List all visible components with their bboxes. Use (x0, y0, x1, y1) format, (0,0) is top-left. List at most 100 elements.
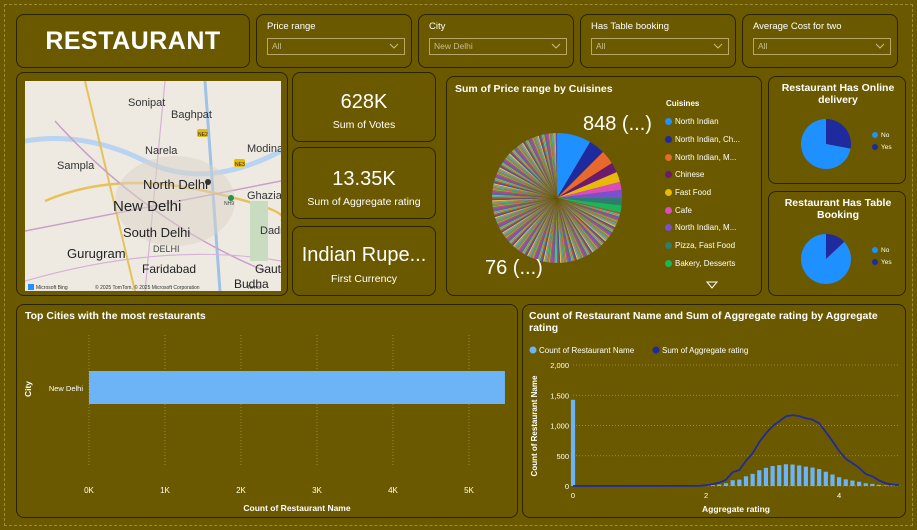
y-tick-label: 1,000 (550, 422, 569, 431)
legend-marker-icon (872, 144, 878, 150)
legend-scroll-down-icon[interactable] (705, 280, 719, 290)
legend-item[interactable]: Bakery, Desserts (665, 255, 761, 273)
bar[interactable] (870, 483, 875, 486)
bar[interactable] (730, 480, 735, 486)
x-tick-label: 1K (160, 486, 170, 495)
bar[interactable] (750, 473, 755, 486)
map-credit: © 2025 TomTom, © 2025 Microsoft Corporat… (95, 284, 200, 291)
bar[interactable] (843, 479, 848, 486)
legend-item[interactable]: North Indian, M... (665, 148, 761, 166)
pie-slice[interactable] (557, 163, 617, 198)
kpi-caption: First Currency (331, 273, 397, 285)
cuisine-pie-chart[interactable] (487, 123, 627, 273)
map-label: Narela (145, 145, 178, 157)
bar[interactable] (850, 480, 855, 486)
bar[interactable] (817, 469, 822, 486)
bar[interactable] (710, 485, 715, 486)
pie-slice[interactable] (557, 152, 612, 198)
bar[interactable] (743, 476, 749, 486)
online-delivery-legend: No Yes (872, 129, 892, 153)
pie-slice[interactable] (557, 198, 622, 206)
legend-item[interactable]: North Indian (665, 113, 761, 131)
bar[interactable] (790, 464, 795, 486)
table-booking-pie[interactable] (799, 232, 853, 286)
online-delivery-pie[interactable] (799, 117, 853, 171)
bar[interactable] (810, 467, 815, 486)
kpi-caption: Sum of Votes (332, 119, 396, 131)
x-axis-title: Aggregate rating (702, 504, 770, 514)
bar[interactable] (883, 485, 888, 486)
pie-slice[interactable] (557, 181, 622, 198)
legend-label: Yes (881, 258, 892, 266)
y-axis-title: Count of Restaurant Name (530, 375, 539, 476)
legend-item[interactable]: No (872, 244, 892, 256)
bar[interactable] (856, 481, 862, 486)
city-dropdown[interactable]: New Delhi (429, 38, 567, 55)
legend-item[interactable]: No (872, 129, 892, 141)
dropdown-value: New Delhi (434, 41, 473, 51)
visual-title: Restaurant Has Table Booking (784, 197, 892, 221)
series-line[interactable] (572, 414, 900, 487)
bar[interactable] (783, 464, 788, 486)
legend-item[interactable]: Yes (872, 256, 892, 268)
legend-item[interactable]: Fast Food (665, 184, 761, 202)
average-cost-dropdown[interactable]: All (753, 38, 891, 55)
map-urban-area (115, 156, 235, 246)
pie-slice[interactable] (555, 132, 558, 199)
bar[interactable] (723, 483, 729, 486)
legend-item[interactable]: Cafe (665, 201, 761, 219)
price-range-dropdown[interactable]: All (267, 38, 405, 55)
pie-slice[interactable] (557, 133, 591, 198)
slicer-table-booking: Has Table booking All (580, 14, 736, 68)
rating-combo-chart[interactable]: Count of Restaurant Name Sum of Aggregate… (523, 339, 907, 519)
bar[interactable] (803, 466, 808, 486)
bar[interactable] (89, 371, 505, 404)
legend-label[interactable]: Sum of Aggregate rating (662, 346, 748, 355)
bar[interactable] (717, 484, 722, 486)
legend-marker-icon (665, 224, 672, 232)
bar[interactable] (570, 399, 576, 486)
legend-item[interactable]: North Indian, Ch... (665, 131, 761, 149)
bar[interactable] (837, 477, 842, 486)
map-label: Gaut (255, 262, 281, 276)
pie-slice[interactable] (557, 189, 622, 198)
bar[interactable] (777, 465, 782, 486)
bar[interactable] (830, 474, 835, 486)
bar[interactable] (763, 467, 769, 486)
legend-label[interactable]: Count of Restaurant Name (539, 346, 635, 355)
legend-marker-icon (665, 171, 672, 179)
kpi-votes: 628K Sum of Votes (292, 72, 436, 142)
map-terms-link[interactable]: Terms (247, 285, 261, 291)
bar[interactable] (823, 471, 828, 486)
bar[interactable] (770, 466, 775, 486)
bar[interactable] (797, 465, 802, 486)
x-tick-label: 4 (837, 491, 841, 500)
pie-slice[interactable] (557, 172, 620, 198)
top-cities-bar-chart[interactable]: 0K 1K 2K 3K 4K 5K New Delhi City Count of Restau… (17, 325, 517, 515)
title-card: RESTAURANT (16, 14, 250, 68)
pie-slice-yes[interactable] (826, 234, 845, 259)
legend-item[interactable]: Yes (872, 141, 892, 153)
map-visual[interactable]: Sonipat Baghpat Narela Modina Sampla Nor… (25, 81, 281, 291)
bar[interactable] (757, 470, 762, 486)
map-label: Sonipat (128, 97, 165, 109)
x-tick-label: 3K (312, 486, 322, 495)
bar[interactable] (737, 479, 742, 486)
map-road-band (25, 136, 281, 177)
bar[interactable] (863, 483, 868, 486)
bar[interactable] (876, 484, 882, 486)
pie-slice-yes[interactable] (826, 119, 851, 149)
map-label: Sampla (57, 160, 95, 172)
map-label: Ghaziab (247, 190, 281, 202)
pie-slice[interactable] (557, 142, 603, 198)
legend-item[interactable]: Chinese (665, 166, 761, 184)
slicer-price-range: Price range All (256, 14, 412, 68)
legend-item[interactable]: North Indian, M... (665, 219, 761, 237)
pie-slice-no[interactable] (801, 119, 851, 169)
visual-title: Top Cities with the most restaurants (25, 310, 206, 322)
pie-slice-no[interactable] (801, 234, 851, 284)
dashboard-frame (4, 4, 913, 526)
legend-item[interactable]: Pizza, Fast Food (665, 237, 761, 255)
top-cities-card: Top Cities with the most restaurants 0K 1… (16, 304, 518, 518)
table-booking-dropdown[interactable]: All (591, 38, 729, 55)
